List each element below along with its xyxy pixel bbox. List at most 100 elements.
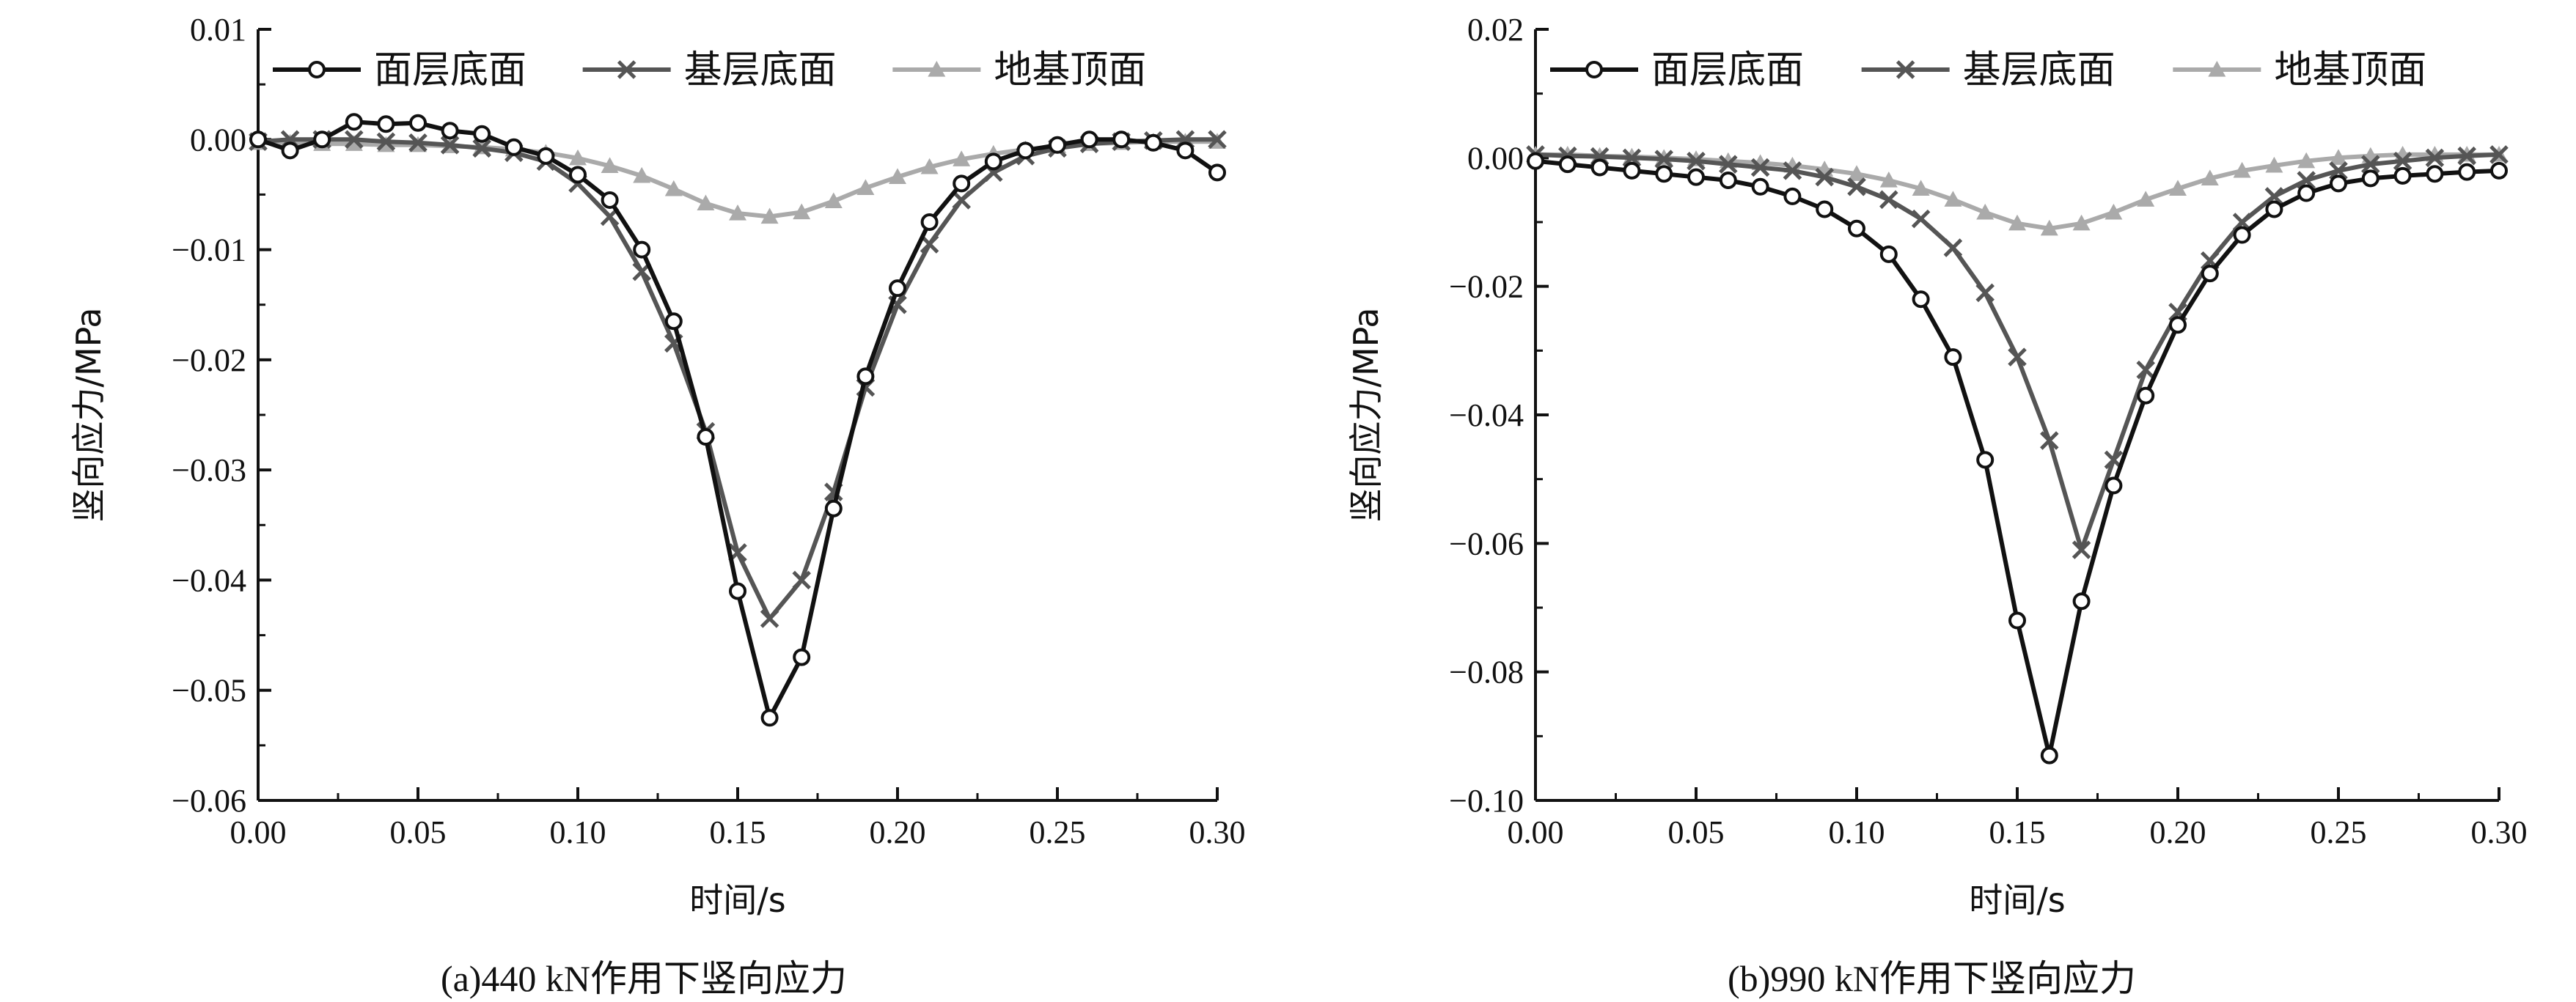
legend-label: 基层底面 <box>684 48 837 92</box>
y-tick-label: −0.02 <box>1449 269 1524 305</box>
legend-label: 地基顶面 <box>994 48 1146 92</box>
data-point <box>1944 191 1962 207</box>
data-point <box>1687 151 1706 171</box>
data-point <box>2297 184 2316 202</box>
data-point <box>2072 592 2091 611</box>
data-point <box>1783 161 1802 180</box>
x-tick-label: 0.30 <box>2471 814 2528 850</box>
data-point <box>2008 347 2027 366</box>
data-point <box>249 130 267 149</box>
data-point <box>2072 540 2091 559</box>
data-point <box>2490 161 2508 180</box>
data-point <box>1943 238 1963 257</box>
y-tick-label: −0.05 <box>172 673 246 709</box>
legend-marker <box>2208 61 2226 77</box>
data-point <box>2297 152 2316 169</box>
data-point <box>1687 168 1705 186</box>
data-point <box>1622 148 1642 168</box>
y-tick-label: −0.06 <box>1449 526 1524 561</box>
data-point <box>2361 169 2379 188</box>
data-point <box>2105 476 2123 495</box>
data-point <box>2425 148 2445 168</box>
data-point <box>1623 161 1641 180</box>
data-point <box>2233 161 2251 178</box>
x-tick-label: 0.25 <box>2311 814 2367 850</box>
chart-b-caption: (b)990 kN作用下竖向应力 <box>1728 958 2136 999</box>
data-point <box>2040 431 2059 450</box>
series-2 <box>1526 145 2509 559</box>
data-point <box>1080 130 1098 149</box>
data-point <box>697 194 715 211</box>
data-point <box>760 709 779 727</box>
data-point <box>2330 149 2347 165</box>
data-point <box>1816 200 1834 218</box>
data-point <box>920 158 939 174</box>
legend-marker <box>308 61 326 78</box>
data-point <box>793 203 811 220</box>
data-point <box>2265 200 2283 218</box>
data-point <box>376 132 396 152</box>
data-point <box>2201 265 2219 283</box>
data-point <box>697 428 715 446</box>
data-point <box>1144 133 1162 152</box>
legend-label: 面层底面 <box>1651 48 1804 92</box>
data-point <box>760 207 779 224</box>
data-point <box>889 168 906 184</box>
data-point <box>824 192 843 209</box>
data-point <box>729 582 746 600</box>
data-point <box>2264 187 2284 206</box>
legend-marker <box>928 61 946 77</box>
data-point <box>441 122 459 140</box>
y-tick-label: −0.04 <box>1449 397 1524 433</box>
x-tick-label: 0.00 <box>230 814 287 850</box>
data-point <box>856 367 875 386</box>
data-point <box>1879 172 1898 188</box>
data-point <box>1208 130 1227 150</box>
legend-label: 面层底面 <box>374 48 526 92</box>
data-point <box>2361 155 2380 174</box>
data-point <box>2040 219 2058 236</box>
data-point <box>2458 163 2476 181</box>
chart-a-caption: (a)440 kN作用下竖向应力 <box>440 958 848 999</box>
data-point <box>2393 166 2412 185</box>
data-point <box>281 141 299 160</box>
data-point <box>345 130 364 150</box>
x-tick-label: 0.25 <box>1030 814 1086 850</box>
data-point <box>1590 158 1609 177</box>
data-point <box>920 213 939 231</box>
data-point <box>1847 177 1866 196</box>
data-point <box>2169 316 2187 334</box>
data-point <box>440 136 460 155</box>
x-tick-label: 0.15 <box>710 814 766 850</box>
data-point <box>1049 136 1066 154</box>
data-point <box>2169 180 2187 196</box>
x-axis-title: 时间/s <box>1969 880 2065 920</box>
data-point <box>601 157 619 173</box>
data-point <box>569 166 587 184</box>
data-point <box>729 204 746 221</box>
data-point <box>2265 156 2283 173</box>
data-point <box>633 240 651 259</box>
data-point <box>952 191 971 210</box>
data-point <box>2072 214 2091 231</box>
data-point <box>792 570 811 590</box>
series-line <box>1535 158 2500 758</box>
data-point <box>1750 158 1770 177</box>
data-point <box>824 499 843 517</box>
data-point <box>1527 152 1544 170</box>
data-point <box>760 609 779 628</box>
data-point <box>313 130 331 149</box>
x-tick-label: 0.15 <box>1989 814 2046 850</box>
data-point <box>472 139 491 158</box>
data-point <box>2008 214 2026 231</box>
y-tick-label: −0.02 <box>172 342 246 378</box>
data-point <box>2201 169 2219 185</box>
data-point <box>1558 155 1577 174</box>
chart-b-svg: 0.020.00−0.02−0.04−0.06−0.08−0.100.00 0.0… <box>1346 12 2528 920</box>
x-tick-label: 0.00 <box>1508 814 1564 850</box>
legend-label: 基层底面 <box>1963 48 2116 92</box>
data-point <box>504 138 523 156</box>
data-point <box>408 133 428 152</box>
data-point <box>953 150 971 166</box>
data-point <box>664 312 683 331</box>
